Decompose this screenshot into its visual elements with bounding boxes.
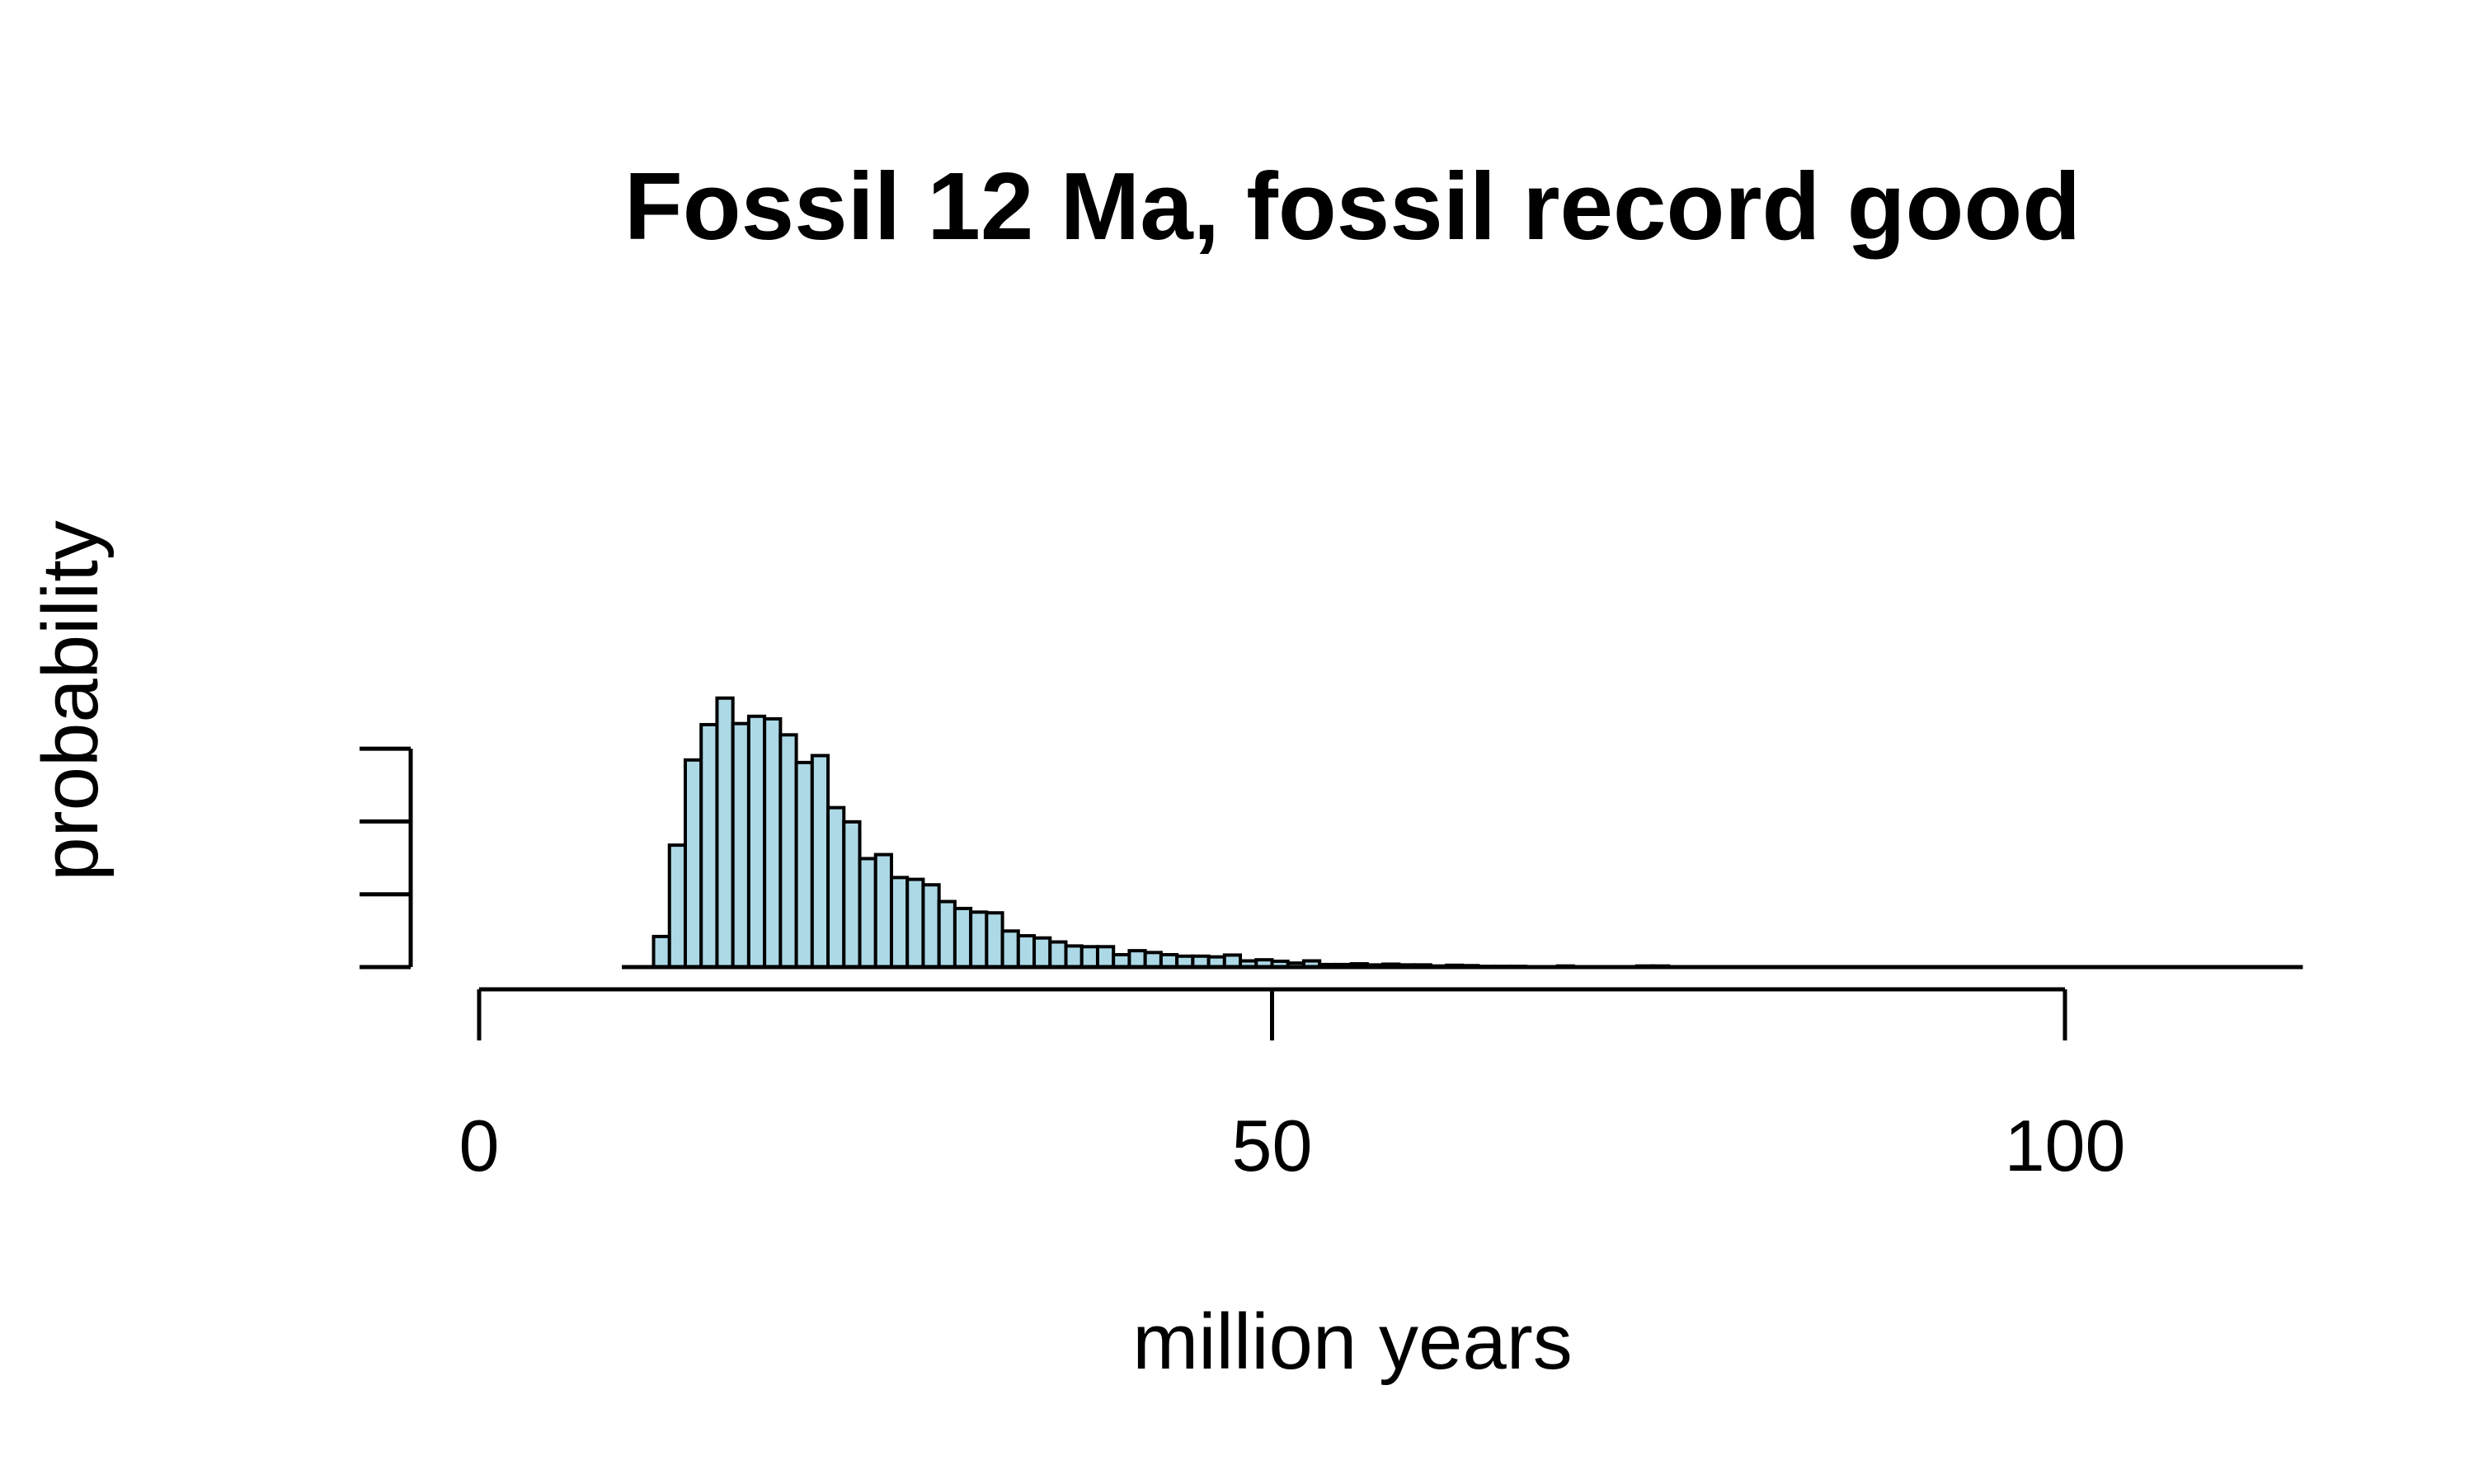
- x-tick-label: 50: [1232, 1105, 1313, 1186]
- y-axis-label: probability: [26, 520, 115, 881]
- histogram-bar: [1048, 940, 1068, 970]
- histogram-bar: [1032, 936, 1052, 970]
- chart-title: Fossil 12 Ma, fossil record good: [624, 153, 2081, 260]
- histogram-bar: [858, 857, 877, 970]
- y-axis: [360, 746, 413, 970]
- x-tick-label: 100: [2005, 1105, 2126, 1186]
- histogram-bar: [1143, 951, 1163, 969]
- histogram-bar: [810, 754, 830, 969]
- histogram-bar: [937, 899, 957, 970]
- histogram-bar: [715, 696, 735, 969]
- histogram-bar: [1064, 944, 1084, 970]
- histogram-bar: [1079, 945, 1099, 970]
- x-tick-label: 0: [459, 1105, 500, 1186]
- histogram-bar: [985, 911, 1004, 969]
- histogram-bar: [969, 910, 989, 969]
- histogram-bar: [1127, 949, 1147, 970]
- histogram-bar: [1095, 945, 1116, 970]
- histogram-bars: [622, 696, 2303, 970]
- histogram-bar: [667, 843, 687, 969]
- histogram-bar: [842, 819, 862, 970]
- histogram-bar: [651, 934, 671, 970]
- histogram-bar: [1000, 929, 1020, 970]
- histogram-bar: [1016, 934, 1037, 970]
- histogram-bar: [952, 906, 973, 970]
- histogram-bar: [746, 714, 767, 969]
- histogram-bar: [778, 733, 798, 969]
- histogram-bar: [889, 876, 910, 970]
- x-axis-label: million years: [1132, 1298, 1572, 1386]
- histogram-bar: [873, 852, 893, 969]
- histogram-bar: [826, 805, 846, 969]
- histogram-bar: [763, 716, 783, 970]
- histogram-bar: [905, 877, 925, 969]
- histogram-bar: [699, 722, 719, 970]
- x-axis: 0 50 100: [459, 987, 2126, 1186]
- histogram-bar: [794, 760, 814, 969]
- histogram-bar: [921, 883, 941, 969]
- histogram-bar: [683, 758, 703, 969]
- histogram-bar: [731, 721, 750, 969]
